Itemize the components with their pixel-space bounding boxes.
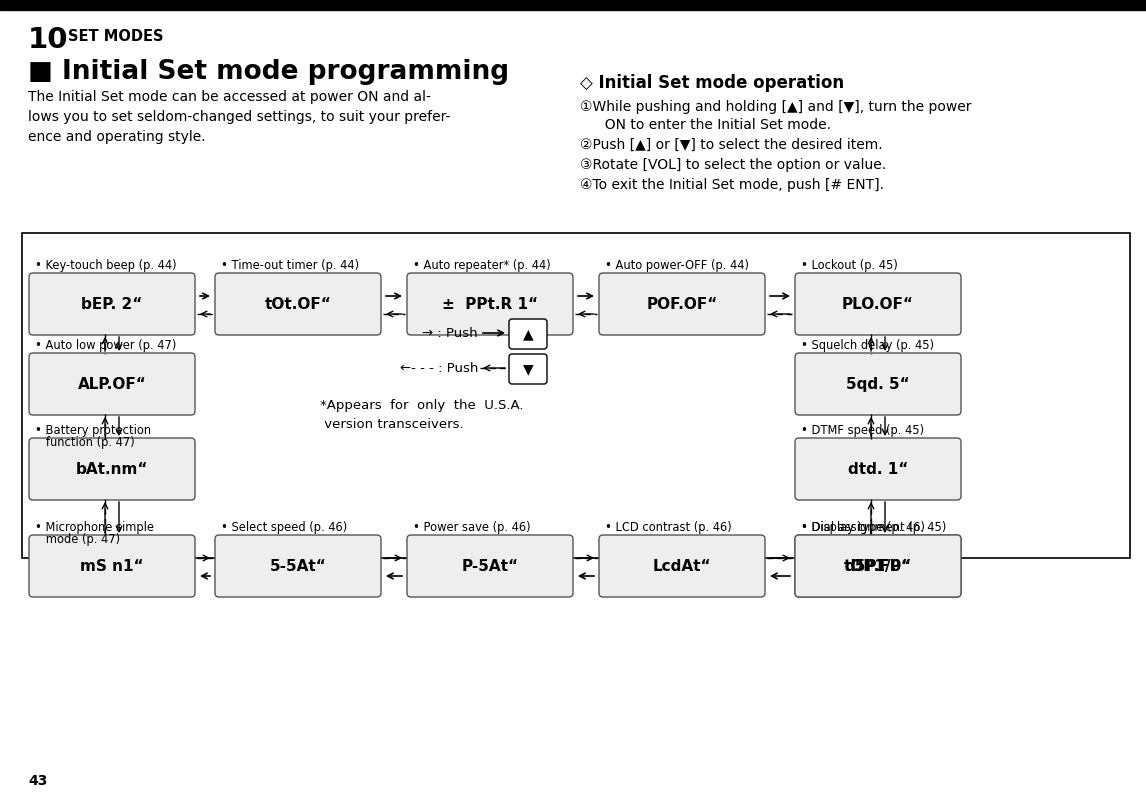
FancyBboxPatch shape: [29, 438, 195, 500]
Text: mS n1“: mS n1“: [80, 559, 143, 574]
Text: ③Rotate [VOL] to select the option or value.: ③Rotate [VOL] to select the option or va…: [580, 158, 886, 172]
Text: function (p. 47): function (p. 47): [36, 435, 135, 448]
Bar: [22, 234, 1130, 558]
FancyBboxPatch shape: [29, 274, 195, 336]
Text: ②Push [▲] or [▼] to select the desired item.: ②Push [▲] or [▼] to select the desired i…: [580, 138, 882, 152]
Text: ON to enter the Initial Set mode.: ON to enter the Initial Set mode.: [596, 118, 831, 132]
Text: tOt.OF“: tOt.OF“: [265, 297, 331, 312]
FancyBboxPatch shape: [407, 274, 573, 336]
Text: • Power save (p. 46): • Power save (p. 46): [413, 520, 531, 533]
Text: • Lockout (p. 45): • Lockout (p. 45): [801, 259, 897, 271]
Text: • Auto repeater* (p. 44): • Auto repeater* (p. 44): [413, 259, 551, 271]
Text: SET MODES: SET MODES: [68, 29, 164, 44]
FancyBboxPatch shape: [795, 274, 961, 336]
Text: ④To exit the Initial Set mode, push [# ENT].: ④To exit the Initial Set mode, push [# E…: [580, 177, 884, 192]
Text: • LCD contrast (p. 46): • LCD contrast (p. 46): [605, 520, 732, 533]
Text: ◇ Initial Set mode operation: ◇ Initial Set mode operation: [580, 74, 845, 92]
Text: POF.OF“: POF.OF“: [646, 297, 717, 312]
Text: • Display type (p. 46): • Display type (p. 46): [801, 520, 925, 533]
Text: tOP1/0“: tOP1/0“: [843, 559, 912, 574]
Text: ▲: ▲: [523, 327, 533, 340]
Text: • Squelch delay (p. 45): • Squelch delay (p. 45): [801, 339, 934, 352]
Text: ←- - - : Push: ←- - - : Push: [400, 362, 478, 375]
FancyBboxPatch shape: [29, 536, 195, 597]
FancyBboxPatch shape: [795, 536, 961, 597]
FancyBboxPatch shape: [29, 353, 195, 415]
Text: dtd. 1“: dtd. 1“: [848, 462, 908, 477]
FancyBboxPatch shape: [599, 274, 766, 336]
FancyBboxPatch shape: [215, 536, 380, 597]
Text: • Time-out timer (p. 44): • Time-out timer (p. 44): [221, 259, 359, 271]
Text: 5qd. 5“: 5qd. 5“: [846, 377, 910, 392]
Text: ±  PPt.R 1“: ± PPt.R 1“: [442, 297, 537, 312]
Text: • Battery protection: • Battery protection: [36, 423, 151, 437]
Text: ▼: ▼: [523, 361, 533, 376]
FancyBboxPatch shape: [599, 536, 766, 597]
Text: 10: 10: [28, 26, 69, 54]
FancyBboxPatch shape: [795, 353, 961, 415]
Text: bEP. 2“: bEP. 2“: [81, 297, 142, 312]
FancyBboxPatch shape: [795, 438, 961, 500]
Text: version transceivers.: version transceivers.: [320, 418, 464, 430]
FancyBboxPatch shape: [407, 536, 573, 597]
Text: • Dial assignment (p. 45): • Dial assignment (p. 45): [801, 520, 947, 533]
Text: • Microphone simple: • Microphone simple: [36, 520, 154, 533]
FancyBboxPatch shape: [509, 355, 547, 385]
Text: *Appears  for  only  the  U.S.A.: *Appears for only the U.S.A.: [320, 398, 524, 411]
FancyBboxPatch shape: [215, 274, 380, 336]
Text: 5-5At“: 5-5At“: [269, 559, 327, 574]
Bar: [0, 0, 1146, 11]
Text: ①While pushing and holding [▲] and [▼], turn the power: ①While pushing and holding [▲] and [▼], …: [580, 100, 972, 114]
FancyBboxPatch shape: [795, 536, 961, 597]
Text: LcdAt“: LcdAt“: [653, 559, 712, 574]
Text: • Auto power-OFF (p. 44): • Auto power-OFF (p. 44): [605, 259, 749, 271]
Text: bAt.nm“: bAt.nm“: [76, 462, 148, 477]
Text: d5P.FP“: d5P.FP“: [845, 559, 911, 574]
Text: ■ Initial Set mode programming: ■ Initial Set mode programming: [28, 59, 509, 85]
FancyBboxPatch shape: [509, 320, 547, 349]
Text: → : Push: → : Push: [423, 327, 478, 340]
Text: lows you to set seldom-changed settings, to suit your prefer-: lows you to set seldom-changed settings,…: [28, 110, 450, 124]
Text: ALP.OF“: ALP.OF“: [78, 377, 147, 392]
Text: ence and operating style.: ence and operating style.: [28, 130, 205, 144]
Text: 43: 43: [28, 773, 47, 787]
Text: P-5At“: P-5At“: [462, 559, 518, 574]
Text: The Initial Set mode can be accessed at power ON and al-: The Initial Set mode can be accessed at …: [28, 90, 431, 104]
Text: PLO.OF“: PLO.OF“: [842, 297, 915, 312]
Text: • Select speed (p. 46): • Select speed (p. 46): [221, 520, 347, 533]
Text: mode (p. 47): mode (p. 47): [36, 532, 120, 545]
Text: • DTMF speed (p. 45): • DTMF speed (p. 45): [801, 423, 924, 437]
Text: • Auto low power (p. 47): • Auto low power (p. 47): [36, 339, 176, 352]
Text: • Key-touch beep (p. 44): • Key-touch beep (p. 44): [36, 259, 176, 271]
